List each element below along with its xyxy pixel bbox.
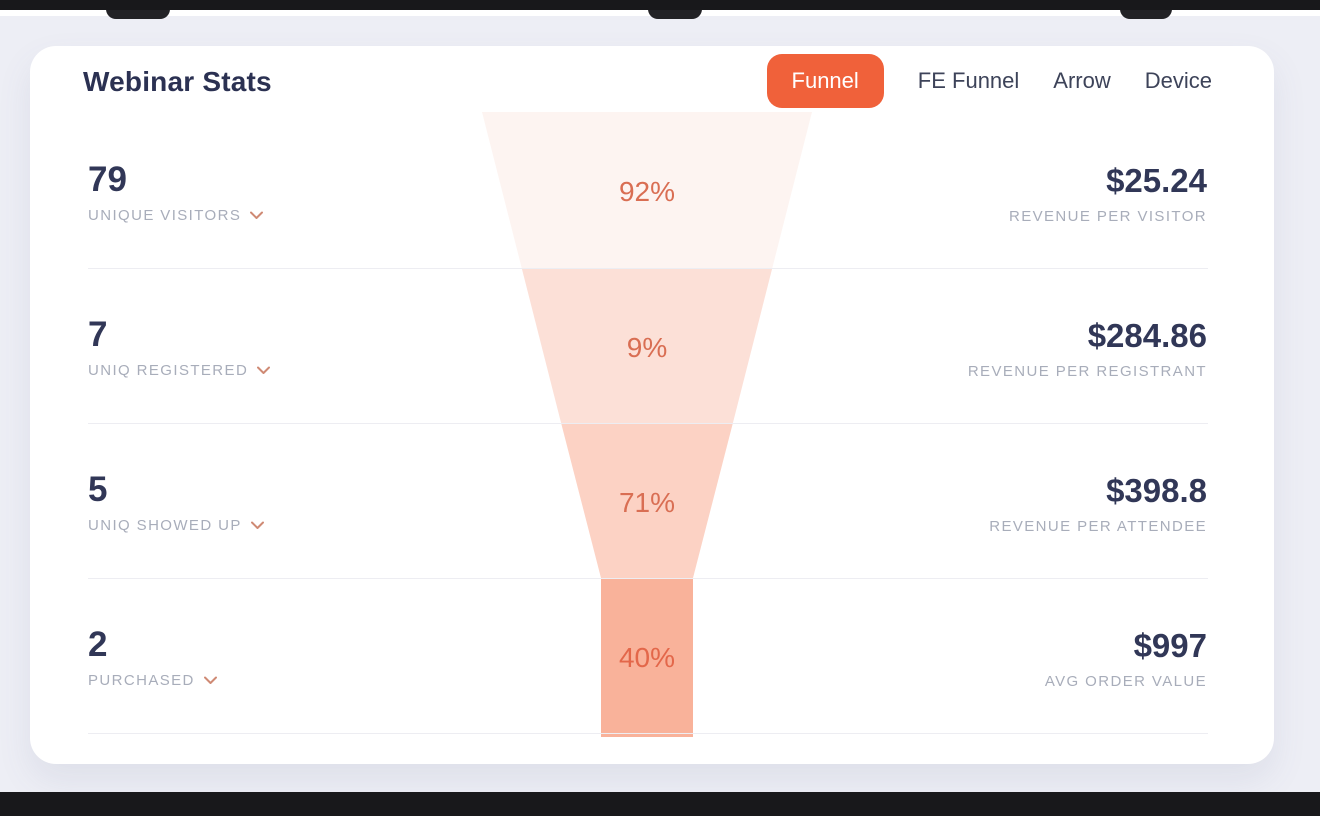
metric-value: 79 <box>88 160 127 199</box>
revenue-label: REVENUE PER ATTENDEE <box>989 518 1207 535</box>
conversion-percent: 9% <box>626 332 668 363</box>
metric-uniq-showed-up: 5 UNIQ SHOWED UP <box>88 470 264 534</box>
metric-dropdown-trigger[interactable]: UNIQUE VISITORS <box>88 207 264 224</box>
row-divider <box>88 268 1208 269</box>
tab-device[interactable]: Device <box>1144 68 1212 93</box>
tab-funnel[interactable]: Funnel <box>766 54 884 108</box>
funnel-segment-uniq-showed-up <box>561 423 733 578</box>
row-divider <box>88 733 1208 734</box>
tab-fe-funnel[interactable]: FE Funnel <box>917 68 1020 93</box>
row-divider <box>88 578 1208 579</box>
conversion-percent: 71% <box>618 487 676 518</box>
conversion-percent: 92% <box>618 176 676 207</box>
chevron-down-icon <box>250 211 264 219</box>
top-letterbox-bar <box>0 0 1320 10</box>
metric-label: UNIQ REGISTERED <box>88 362 249 379</box>
revenue-per-registrant: $284.86 REVENUE PER REGISTRANT <box>968 317 1207 380</box>
funnel-segment-uniq-registered <box>521 268 773 423</box>
funnel-segment-purchased <box>601 578 693 737</box>
revenue-label: AVG ORDER VALUE <box>1044 673 1207 690</box>
revenue-per-visitor: $25.24 REVENUE PER VISITOR <box>1009 162 1207 225</box>
revenue-value: $284.86 <box>1087 317 1207 354</box>
metric-dropdown-trigger[interactable]: UNIQ SHOWED UP <box>88 517 264 534</box>
metric-label: UNIQUE VISITORS <box>88 207 242 224</box>
chevron-down-icon <box>257 366 271 374</box>
metric-value: 5 <box>88 470 108 509</box>
tab-arrow[interactable]: Arrow <box>1053 68 1111 93</box>
metric-uniq-registered: 7 UNIQ REGISTERED <box>88 315 271 379</box>
revenue-label: REVENUE PER VISITOR <box>1008 208 1207 225</box>
metric-unique-visitors: 79 UNIQUE VISITORS <box>88 160 264 224</box>
chevron-down-icon <box>203 676 217 684</box>
revenue-value: $997 <box>1133 627 1207 664</box>
metric-label: PURCHASED <box>88 672 195 689</box>
webinar-stats-card: Webinar Stats Funnel FE Funnel Arrow Dev… <box>30 46 1274 764</box>
revenue-label: REVENUE PER REGISTRANT <box>967 363 1207 380</box>
avg-order-value: $997 AVG ORDER VALUE <box>1045 627 1207 690</box>
metric-value: 7 <box>88 315 108 354</box>
conversion-percent: 40% <box>618 642 676 673</box>
page-title: Webinar Stats <box>83 66 272 97</box>
chevron-down-icon <box>250 521 264 529</box>
funnel-chart <box>482 112 812 737</box>
revenue-value: $25.24 <box>1106 162 1207 199</box>
view-tabs: Funnel FE Funnel Arrow Device <box>766 53 1212 109</box>
metric-dropdown-trigger[interactable]: UNIQ REGISTERED <box>88 362 271 379</box>
metric-purchased: 2 PURCHASED <box>88 625 217 689</box>
funnel-segment-unique-visitors <box>482 112 812 268</box>
metric-dropdown-trigger[interactable]: PURCHASED <box>88 672 217 689</box>
revenue-value: $398.8 <box>1106 472 1207 509</box>
metric-value: 2 <box>88 625 108 664</box>
metric-label: UNIQ SHOWED UP <box>88 517 242 534</box>
bottom-letterbox-bar <box>0 792 1320 816</box>
row-divider <box>88 423 1208 424</box>
revenue-per-attendee: $398.8 REVENUE PER ATTENDEE <box>989 472 1207 535</box>
